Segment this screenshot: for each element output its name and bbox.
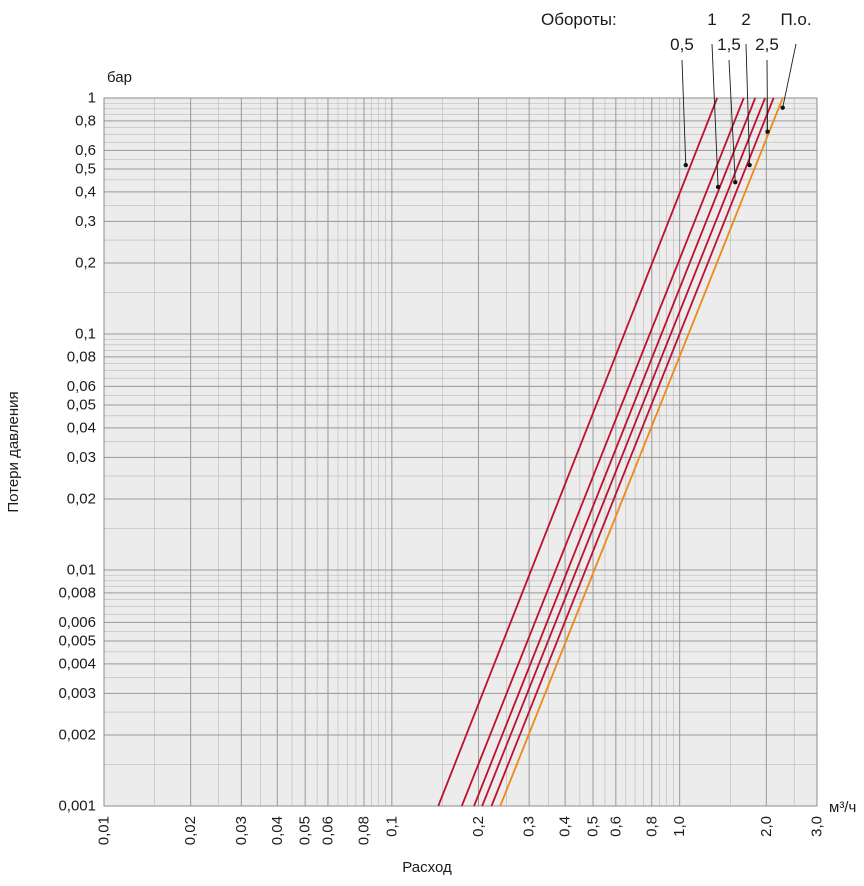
series-leader-line bbox=[782, 43, 797, 108]
legend-title: Обороты: bbox=[541, 10, 617, 29]
x-tick-label: 0,04 bbox=[269, 816, 286, 845]
x-tick-label: 0,6 bbox=[607, 816, 624, 837]
y-tick-label: 0,06 bbox=[67, 378, 96, 395]
y-tick-label: 0,002 bbox=[58, 726, 96, 743]
series-leader-line bbox=[711, 43, 719, 187]
x-tick-label: 0,02 bbox=[182, 816, 199, 845]
plot-frame bbox=[103, 97, 818, 807]
x-tick-label: 2,0 bbox=[758, 816, 775, 837]
plot-area bbox=[104, 98, 817, 806]
x-tick-label: 0,2 bbox=[470, 816, 487, 837]
x-unit-label: м³/ч bbox=[829, 799, 856, 816]
y-tick-label: 0,006 bbox=[58, 614, 96, 631]
y-tick-label: 0,008 bbox=[58, 584, 96, 601]
series-leader-line bbox=[745, 43, 751, 166]
series-leader-line bbox=[766, 59, 769, 132]
series-line bbox=[437, 97, 719, 807]
y-tick-label: 0,005 bbox=[58, 633, 96, 650]
series-line bbox=[499, 97, 784, 807]
x-tick-label: 0,4 bbox=[557, 816, 574, 837]
x-tick-labels: 0,01 0,02 0,03 0,04 0,05 0,06 0,08 0,1 0,2 0,3 0,4… bbox=[96, 816, 826, 845]
x-tick-label: 0,01 bbox=[96, 816, 113, 845]
y-tick-label: 0,03 bbox=[67, 449, 96, 466]
y-tick-label: 0,04 bbox=[67, 419, 96, 436]
y-tick-label: 0,6 bbox=[75, 142, 96, 159]
curve-labels: 0,5 11,52 2,5П.о. bbox=[670, 10, 811, 54]
x-tick-label: 1,0 bbox=[671, 816, 688, 837]
y-tick-label: 0,003 bbox=[58, 685, 96, 702]
series-label: 1,5 bbox=[717, 35, 741, 54]
x-tick-label: 0,06 bbox=[319, 816, 336, 845]
y-tick-label: 0,5 bbox=[75, 161, 96, 178]
x-axis-title: Расход bbox=[402, 859, 452, 876]
y-tick-label: 0,004 bbox=[58, 655, 96, 672]
y-tick-label: 0,4 bbox=[75, 183, 96, 200]
y-tick-label: 0,2 bbox=[75, 254, 96, 271]
series-label: П.о. bbox=[780, 10, 811, 29]
x-tick-label: 0,08 bbox=[355, 816, 372, 845]
x-tick-label: 0,8 bbox=[643, 816, 660, 837]
x-tick-label: 0,03 bbox=[233, 816, 250, 845]
series-label: 2 bbox=[741, 10, 750, 29]
y-tick-label: 0,3 bbox=[75, 213, 96, 230]
y-unit-label: бар bbox=[107, 69, 132, 86]
series-leader-line bbox=[728, 59, 736, 183]
series-line bbox=[481, 97, 766, 807]
series-leader-line bbox=[681, 59, 687, 166]
y-axis-title: Потери давления bbox=[5, 391, 22, 512]
y-tick-label: 0,8 bbox=[75, 112, 96, 129]
x-tick-label: 0,3 bbox=[521, 816, 538, 837]
y-tick-label: 0,02 bbox=[67, 490, 96, 507]
x-tick-label: 0,1 bbox=[383, 816, 400, 837]
x-tick-label: 0,05 bbox=[297, 816, 314, 845]
y-tick-label: 0,05 bbox=[67, 397, 96, 414]
x-tick-label: 0,5 bbox=[585, 816, 602, 837]
series-lines bbox=[437, 97, 784, 807]
series-label: 0,5 bbox=[670, 35, 694, 54]
y-tick-label: 0,08 bbox=[67, 348, 96, 365]
label-leaders bbox=[681, 43, 797, 190]
y-tick-labels: 0,001 0,002 0,003 0,004 0,005 0,006 0,008 0,01 0… bbox=[58, 90, 96, 815]
series-line bbox=[473, 97, 757, 807]
y-tick-label: 1 bbox=[88, 90, 96, 107]
y-tick-label: 0,01 bbox=[67, 562, 96, 579]
series-line bbox=[460, 97, 745, 807]
y-tick-label: 0,1 bbox=[75, 326, 96, 343]
series-label: 1 bbox=[707, 10, 716, 29]
series-line bbox=[490, 97, 775, 807]
series-label: 2,5 bbox=[755, 35, 779, 54]
y-tick-label: 0,001 bbox=[58, 798, 96, 815]
x-tick-label: 3,0 bbox=[809, 816, 826, 837]
